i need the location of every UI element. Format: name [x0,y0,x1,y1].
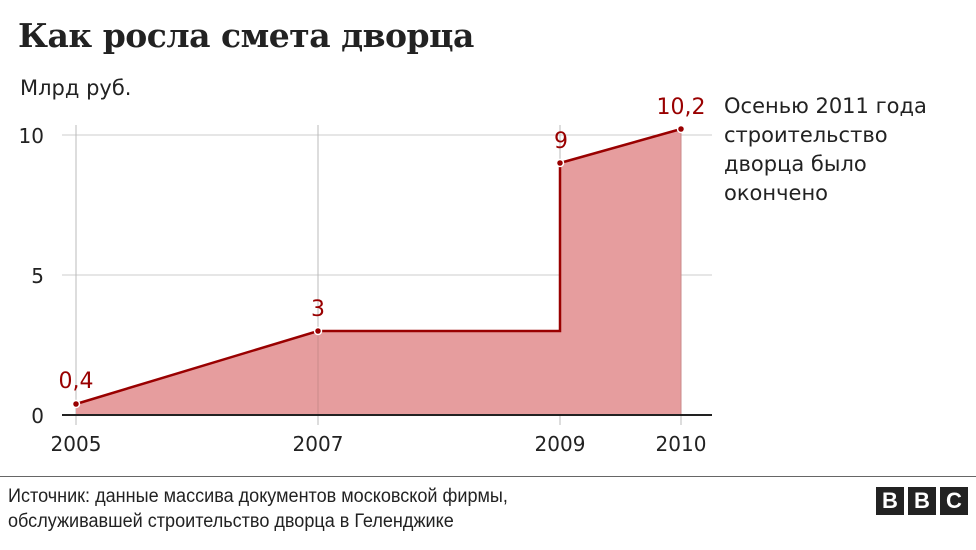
data-line [75,127,682,406]
bbc-logo-block: B [908,487,936,515]
source-line-2: обслуживавшей строительство дворца в Гел… [8,511,454,532]
data-point-2007[interactable] [313,326,323,336]
x-tick-2009: 2009 [535,432,586,456]
chart-annotation: Осенью 2011 года строительство дворца бы… [724,92,974,208]
chart-title: Как росла смета дворца [18,16,474,55]
annotation-line: окончено [724,181,829,205]
x-tick-2005: 2005 [51,432,102,456]
data-label-2010: 10,2 [657,95,706,120]
data-label-2005: 0,4 [59,369,94,394]
data-point-2009[interactable] [555,158,565,168]
area-chart: 0,4 3 9 10,2 10 5 0 2005 2007 2009 2010 [19,95,712,456]
data-point-2010[interactable] [676,124,686,134]
y-tick-10: 10 [19,124,44,148]
annotation-line: дворца было [724,152,867,176]
y-axis-unit: Млрд руб. [20,76,132,100]
x-tick-2010: 2010 [656,432,707,456]
annotation-line: Осенью 2011 года [724,94,927,118]
data-point-2005[interactable] [71,399,81,409]
area-fill [76,129,681,415]
source-note: Источник: данные массива документов моск… [8,484,508,534]
bbc-logo: B B C [876,487,968,515]
bbc-logo-block: C [940,487,968,515]
footer-divider [0,476,976,477]
data-label-2009: 9 [554,129,568,154]
data-label-2007: 3 [311,297,325,322]
bbc-logo-block: B [876,487,904,515]
y-tick-5: 5 [31,264,44,288]
x-tick-2007: 2007 [293,432,344,456]
source-line-1: Источник: данные массива документов моск… [8,486,508,507]
y-tick-0: 0 [31,404,44,428]
annotation-line: строительство [724,123,888,147]
